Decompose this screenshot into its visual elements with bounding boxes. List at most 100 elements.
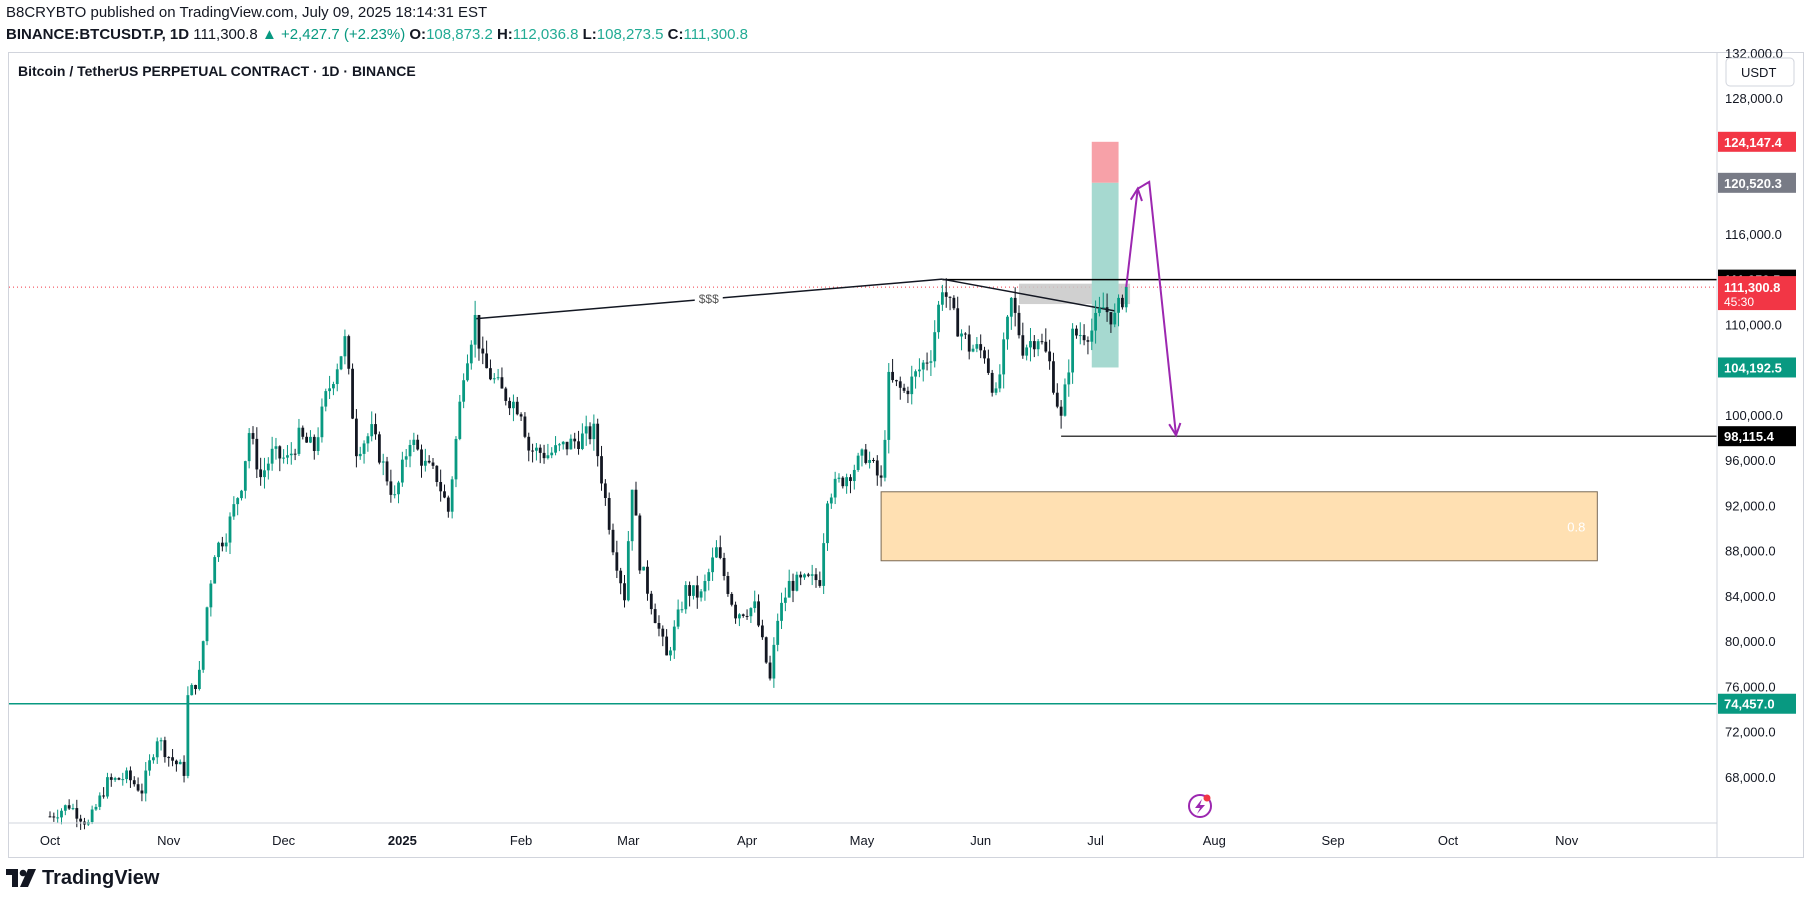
candle-body [1055,392,1059,407]
candle-body [155,741,159,758]
candle-body [75,808,79,819]
candle-body [542,452,546,459]
candle-body [1032,341,1036,350]
candle-body [565,441,569,450]
time-axis[interactable]: Oct Nov Dec 2025 Feb Mar Apr May Jun Jul Aug Sep Oct… [40,833,1579,848]
publish-info: B8CRYBTO published on TradingView.com, J… [6,4,487,21]
candle-body [56,817,60,819]
candle-body [489,368,492,380]
drawing-lines: $$$ [9,278,1717,705]
demand-zone [880,491,1598,562]
candle-body [872,459,875,461]
y-tick-label: 88,000.0 [1725,544,1776,559]
candle-body [408,445,412,457]
price-tag-label: 98,115.4 [1724,429,1775,444]
candle-body [929,361,933,363]
y-tick-label: 92,000.0 [1725,498,1776,513]
candle-body [412,439,416,446]
candle-body [561,441,565,445]
candle-body [952,297,956,309]
candle-body [780,602,783,621]
chart-frame[interactable] [8,52,1804,858]
candle-body [818,580,822,586]
candle-body [106,777,109,797]
candle-body [312,436,316,452]
candle-body [186,695,190,776]
candle-body [515,401,519,415]
candle-body [852,469,856,482]
candle-body [1040,341,1044,343]
candle-body [814,574,818,581]
candle-body [228,516,232,543]
candle-body [722,557,726,577]
candle-body [914,371,917,377]
candle-body [512,401,515,409]
liquidity-label-bg [694,290,723,305]
candle-body [393,494,397,496]
candle-body [377,434,381,463]
candle-body [596,423,600,457]
fib-level-label: 0.8 [1567,519,1585,534]
candle-body [355,418,358,457]
candle-body [194,684,197,690]
candle-body [806,574,810,576]
currency-button[interactable]: USDT [1725,57,1795,87]
y-tick-label: 68,000.0 [1725,770,1776,785]
candle-body [132,780,136,785]
candle-body [140,790,144,794]
x-tick-label: Dec [272,833,296,848]
symbol-label: BINANCE:BTCUSDT.P, 1D [6,26,190,43]
candle-body [1082,335,1086,341]
candle-body [366,436,370,444]
projection [1125,180,1182,438]
candle-body [799,574,803,578]
candle-body [431,462,435,466]
y-tick-label: 100,000.0 [1725,408,1783,423]
candle-body [209,583,213,608]
candle-body [416,439,420,450]
candle-body [1059,406,1063,416]
candle-body [278,446,282,459]
price-labels: 124,147.4120,520.3111,959.5111,300.845:3… [1718,131,1796,714]
candle-body [776,620,780,645]
projection-down-arrowhead [1168,422,1182,438]
candle-body [240,490,243,499]
candle-body [967,334,971,352]
candle-body [1078,335,1082,337]
candle-body [1063,384,1067,416]
candle-body [642,566,646,571]
candle-body [102,795,106,797]
x-tick-label: Sep [1321,833,1344,848]
price-change: ▲ +2,427.7 (+2.23%) [261,26,406,43]
candles [48,278,1128,830]
x-tick-label: Oct [1438,833,1459,848]
open-label: O: [409,26,427,43]
candle-body [508,400,511,409]
candle-body [466,363,469,381]
candle-body [979,344,983,351]
candle-body [856,455,860,470]
y-tick-label: 80,000.0 [1725,634,1776,649]
high-label: H: [496,26,513,43]
candle-body [653,609,657,623]
price-axis[interactable]: 68,000.0 72,000.0 76,000.0 80,000.0 84,000.0… [1725,46,1783,785]
candle-body [711,557,714,573]
candle-body [1090,330,1094,342]
candle-body [975,344,979,349]
candle-body [270,448,274,464]
lightning-icon[interactable] [1188,794,1212,818]
candle-body [883,439,887,478]
candle-body [990,372,994,393]
price-tag-label: 104,192.5 [1724,360,1782,375]
candle-body [1109,312,1113,325]
candle-body [1029,341,1032,348]
candle-body [190,684,194,696]
candle-body [67,805,71,809]
x-tick-label: Oct [40,833,61,848]
candle-body [98,795,102,807]
candle-body [910,376,914,395]
candle-body [695,585,699,598]
candle-body [1006,316,1009,340]
candle-body [983,350,986,359]
